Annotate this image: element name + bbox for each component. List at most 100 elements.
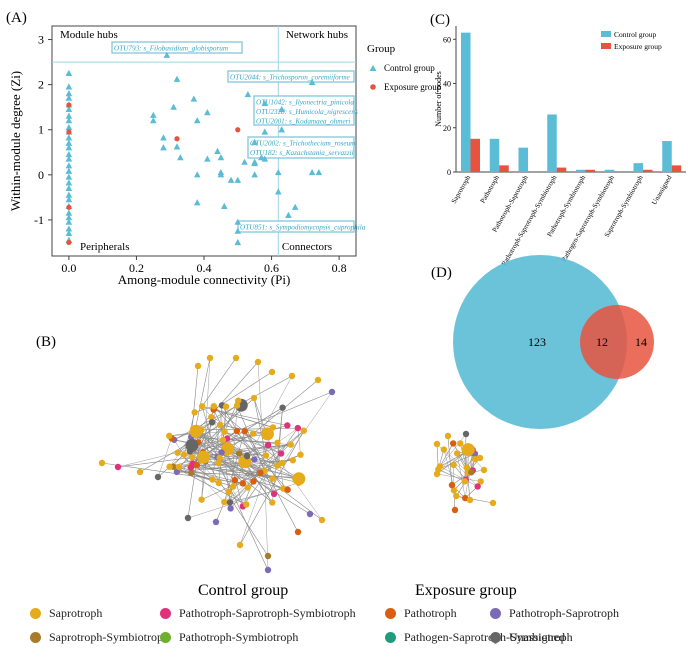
network-node <box>208 419 216 426</box>
control-point <box>193 171 201 178</box>
network-edge <box>173 466 247 505</box>
control-point <box>291 203 299 210</box>
legend-exposure-marker <box>370 84 376 90</box>
control-point <box>65 196 73 203</box>
legend-title: Group <box>367 43 396 55</box>
control-point <box>204 155 211 162</box>
network-node <box>239 480 247 487</box>
quadrant-module-hubs: Module hubs <box>60 29 118 41</box>
control-point <box>241 158 248 165</box>
exposure-point <box>66 239 72 246</box>
network-node <box>233 402 241 409</box>
legend-control-label: Control group <box>384 63 435 73</box>
control-point <box>65 214 73 221</box>
scatter-panel: 0.0 0.2 0.4 0.6 0.8 -1 0 1 2 3 Among-module connec… <box>8 25 442 287</box>
x-tick-label: Saprotroph <box>450 174 473 205</box>
network-node <box>284 486 291 493</box>
network-node <box>471 455 479 463</box>
x-tick-label: Pathotroph <box>479 174 502 205</box>
network-node <box>451 506 459 514</box>
network-node <box>191 409 198 416</box>
network-node <box>461 478 469 485</box>
network-node <box>269 475 277 482</box>
network-edge <box>236 391 333 432</box>
network-edge <box>239 442 278 546</box>
network-node <box>288 372 296 380</box>
control-point <box>217 171 225 178</box>
exposure-point <box>66 204 72 210</box>
control-point <box>65 184 73 191</box>
control-point <box>234 227 242 234</box>
network-edge <box>253 397 267 456</box>
network-node <box>188 469 195 477</box>
legend-label: Pathotroph-Saprotroph <box>509 606 619 620</box>
legend-label: Saprotroph-Symbiotroph <box>49 630 169 644</box>
control-point <box>308 168 316 176</box>
network-node <box>297 451 304 458</box>
annotation-label: OTU182: s_Kazachstania_servazzii <box>250 149 354 157</box>
network-node <box>476 454 484 462</box>
control-point <box>177 154 184 161</box>
legend-item-pathogen-saprotroph-symbiotroph: Pathogen-Saprotroph-Symbiotroph <box>385 630 573 645</box>
legend-item-pathotroph-saprotroph: Pathotroph-Saprotroph <box>490 606 619 621</box>
legend-label: Pathogen-Saprotroph-Symbiotroph <box>404 630 573 644</box>
control-point <box>65 94 73 101</box>
network-node <box>457 440 464 447</box>
control-point <box>204 108 211 116</box>
network-node <box>466 496 474 504</box>
bar-control <box>662 141 672 172</box>
network-node <box>225 488 232 496</box>
network-edge <box>229 487 248 503</box>
legend-swatch <box>490 608 501 619</box>
network-edge <box>436 473 481 482</box>
x-tick-label: 0.6 <box>264 261 279 275</box>
network-node <box>180 451 188 458</box>
network-node <box>189 424 203 438</box>
exposure-point <box>235 127 241 133</box>
legend-control-label: Control group <box>614 30 657 39</box>
legend-swatch <box>160 608 171 619</box>
control-point <box>261 128 269 135</box>
network-node <box>215 479 222 487</box>
legend-label: Pathotroph-Saprotroph-Symbiotroph <box>179 606 356 620</box>
network-control-label: Control group <box>198 582 288 599</box>
network-edge <box>247 444 291 457</box>
y-tick-label: 40 <box>443 80 451 89</box>
legend-item-unassigned: Unassigned <box>490 630 565 645</box>
network-node <box>198 496 205 503</box>
bar-control <box>489 138 500 172</box>
x-tick-label: Pathotroph-Saprotroph-Symbiotroph <box>500 174 559 268</box>
x-tick-label: 0.8 <box>332 261 347 275</box>
annotation-label: OTU2002: s_Trichothecium_roseum <box>250 140 355 148</box>
legend-item-pathotroph-symbiotroph: Pathotroph-Symbiotroph <box>160 630 298 645</box>
control-point <box>278 126 285 133</box>
network-edge <box>239 430 305 546</box>
legend-swatch <box>160 632 171 643</box>
network-edge <box>194 405 214 413</box>
network-node <box>461 443 475 457</box>
control-point <box>150 117 157 124</box>
network-node <box>289 457 297 464</box>
network-node <box>216 421 224 429</box>
control-point <box>65 173 73 180</box>
legend-exposure-label: Exposure group <box>614 42 662 51</box>
network-edge <box>213 406 220 458</box>
bar-control <box>461 32 471 172</box>
network-node <box>314 376 322 384</box>
network-node <box>209 476 216 483</box>
network-node <box>136 468 144 476</box>
control-point <box>234 176 242 183</box>
network-node <box>257 469 264 476</box>
network-edge <box>438 453 476 470</box>
bar-exposure <box>643 169 653 172</box>
network-node <box>318 516 326 524</box>
network-node <box>219 436 227 444</box>
legend-item-pathotroph: Pathotroph <box>385 606 457 621</box>
network-node <box>262 452 270 459</box>
quadrant-connectors: Connectors <box>282 241 332 253</box>
bar-control <box>547 114 557 172</box>
network-edge <box>201 427 298 431</box>
venn-intersection: 12 <box>596 335 608 349</box>
control-point <box>65 155 73 162</box>
control-point <box>234 238 242 246</box>
